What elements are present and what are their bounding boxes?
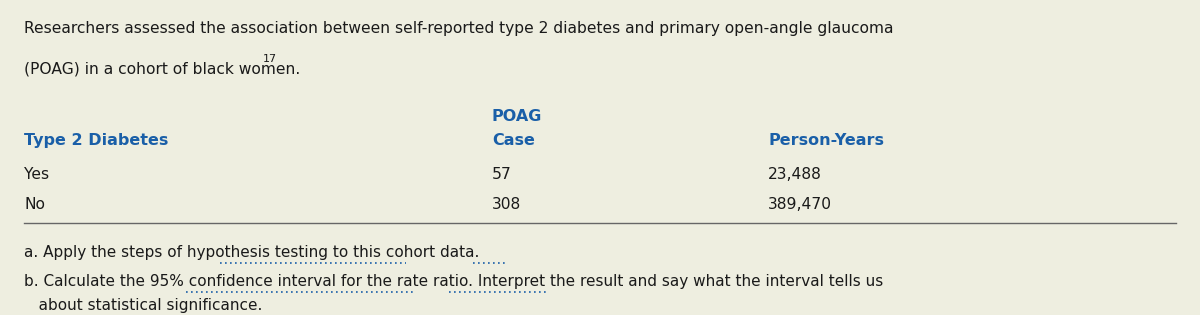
Text: Type 2 Diabetes: Type 2 Diabetes: [24, 133, 168, 148]
Text: b. Calculate the 95% confidence interval for the rate ratio. Interpret the resul: b. Calculate the 95% confidence interval…: [24, 274, 883, 289]
Text: (POAG) in a cohort of black women.: (POAG) in a cohort of black women.: [24, 61, 305, 76]
Text: 57: 57: [492, 167, 512, 182]
Text: Researchers assessed the association between self-reported type 2 diabetes and p: Researchers assessed the association bet…: [24, 21, 894, 37]
Text: 389,470: 389,470: [768, 198, 832, 212]
Text: Person-Years: Person-Years: [768, 133, 884, 148]
Text: 23,488: 23,488: [768, 167, 822, 182]
Text: Case: Case: [492, 133, 535, 148]
Text: 308: 308: [492, 198, 521, 212]
Text: 17: 17: [263, 54, 277, 64]
Text: a. Apply the steps of hypothesis testing to this cohort data.: a. Apply the steps of hypothesis testing…: [24, 245, 479, 260]
Text: POAG: POAG: [492, 109, 542, 124]
Text: about statistical significance.: about statistical significance.: [24, 298, 263, 313]
Text: No: No: [24, 198, 46, 212]
Text: Yes: Yes: [24, 167, 49, 182]
